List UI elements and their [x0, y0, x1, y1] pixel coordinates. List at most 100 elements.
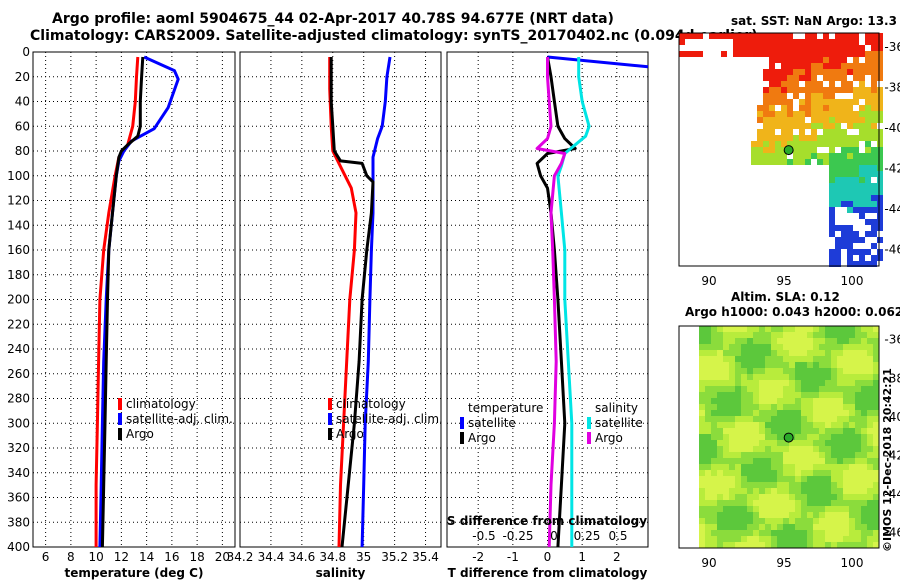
- sst-cell: [877, 207, 883, 213]
- sla-cell: [825, 524, 831, 530]
- y-tick-label-12: 240: [7, 342, 30, 356]
- sla-cell: [825, 500, 831, 506]
- sla-cell: [849, 392, 855, 398]
- legend-label-0-1: satellite-adj. clim.: [126, 412, 233, 426]
- sla-cell: [741, 458, 747, 464]
- sla-cell: [807, 512, 813, 518]
- sst-cell: [829, 129, 835, 135]
- sla-cell: [789, 500, 795, 506]
- sla-cell: [729, 530, 735, 536]
- sla-cell: [795, 518, 801, 524]
- sla-cell: [819, 446, 825, 452]
- sst-cell: [841, 33, 847, 39]
- sla-cell: [807, 380, 813, 386]
- sla-cell: [801, 398, 807, 404]
- sla-cell: [699, 512, 705, 518]
- sla-cell: [843, 542, 849, 548]
- sla-cell: [777, 464, 783, 470]
- sst-cell: [829, 231, 835, 237]
- sst-cell: [853, 111, 859, 117]
- sla-cell: [819, 326, 825, 332]
- sst-cell: [769, 99, 775, 105]
- sla-cell: [723, 476, 729, 482]
- sla-cell: [789, 398, 795, 404]
- sla-cell: [729, 434, 735, 440]
- sst-cell: [817, 123, 823, 129]
- sla-cell: [771, 446, 777, 452]
- sla-cell: [747, 434, 753, 440]
- sst-map-frame: [678, 32, 880, 267]
- sla-cell: [837, 380, 843, 386]
- sla-cell: [771, 422, 777, 428]
- sla-cell: [735, 338, 741, 344]
- sla-cell: [867, 410, 873, 416]
- sla-y-tick-0: -36: [884, 333, 900, 347]
- sla-cell: [801, 494, 807, 500]
- sst-cell: [817, 39, 823, 45]
- sla-cell: [837, 410, 843, 416]
- sst-cell: [823, 57, 829, 63]
- sla-cell: [741, 386, 747, 392]
- sla-cell: [831, 494, 837, 500]
- sla-cell: [855, 470, 861, 476]
- sla-y-tick-1: -38: [884, 371, 900, 385]
- sst-cell: [799, 39, 805, 45]
- sla-cell: [855, 404, 861, 410]
- sla-cell: [867, 452, 873, 458]
- sst-cell: [853, 135, 859, 141]
- sst-map-title: sat. SST: NaN Argo: 13.3: [731, 14, 897, 28]
- sst-cell: [805, 153, 811, 159]
- sla-cell: [819, 542, 825, 548]
- sla-cell: [729, 440, 735, 446]
- sst-cell: [781, 117, 787, 123]
- sla-cell: [765, 356, 771, 362]
- sst-cell: [823, 141, 829, 147]
- sla-cell: [849, 506, 855, 512]
- sla-cell: [873, 338, 879, 344]
- sla-cell: [741, 410, 747, 416]
- sla-cell: [705, 518, 711, 524]
- sst-cell: [859, 69, 865, 75]
- sla-cell: [717, 380, 723, 386]
- sla-cell: [873, 440, 879, 446]
- sla-cell: [699, 350, 705, 356]
- sst-cell: [877, 117, 883, 123]
- sst-cell: [685, 51, 691, 57]
- sla-cell: [759, 482, 765, 488]
- sla-cell: [861, 464, 867, 470]
- y-tick-label-2: 40: [15, 95, 30, 109]
- sla-cell: [765, 350, 771, 356]
- sst-cell: [859, 105, 865, 111]
- sla-cell: [831, 482, 837, 488]
- sst-cell: [871, 93, 877, 99]
- sla-cell: [867, 326, 873, 332]
- sst-cell: [847, 117, 853, 123]
- sla-cell: [723, 410, 729, 416]
- sla-cell: [867, 350, 873, 356]
- sla-cell: [783, 446, 789, 452]
- sla-cell: [843, 452, 849, 458]
- sla-cell: [717, 524, 723, 530]
- sst-cell: [751, 33, 757, 39]
- sla-cell: [807, 368, 813, 374]
- sla-cell: [711, 380, 717, 386]
- sla-cell: [795, 530, 801, 536]
- sst-cell: [775, 153, 781, 159]
- sla-cell: [807, 506, 813, 512]
- sst-cell: [805, 57, 811, 63]
- sla-cell: [873, 512, 879, 518]
- sla-cell: [753, 428, 759, 434]
- sla-cell: [747, 476, 753, 482]
- sla-cell: [759, 410, 765, 416]
- sst-cell: [775, 117, 781, 123]
- sst-cell: [871, 261, 877, 267]
- sst-cell: [781, 33, 787, 39]
- sst-cell: [769, 87, 775, 93]
- sla-cell: [717, 326, 723, 332]
- sla-cell: [783, 494, 789, 500]
- sst-cell: [805, 63, 811, 69]
- sst-cell: [769, 33, 775, 39]
- sst-cell: [877, 111, 883, 117]
- sst-cell: [835, 153, 841, 159]
- sla-cell: [729, 404, 735, 410]
